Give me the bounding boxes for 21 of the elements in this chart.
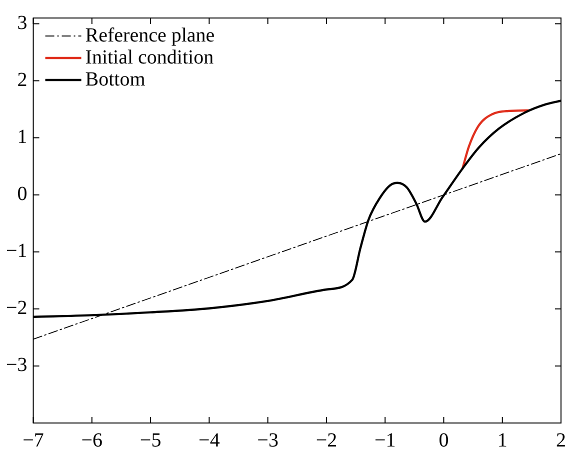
line-series — [461, 109, 530, 170]
x-tick-label: −2 — [316, 429, 338, 452]
y-tick-label: 1 — [17, 126, 28, 148]
y-tick-label: 2 — [17, 68, 28, 91]
legend-label: Reference plane — [85, 24, 215, 46]
x-tick-label: −1 — [374, 429, 396, 452]
x-tick-label: −5 — [140, 429, 162, 452]
y-tick-label: −1 — [6, 240, 28, 262]
x-tick-label: −3 — [257, 429, 278, 452]
legend-label: Initial condition — [85, 46, 214, 68]
x-tick-label: 1 — [497, 429, 508, 452]
x-tick-label: −4 — [198, 429, 220, 452]
x-tick-label: −7 — [22, 429, 44, 452]
y-tick-label: 3 — [17, 12, 28, 34]
y-tick-label: −3 — [6, 354, 28, 376]
y-tick-label: 0 — [17, 183, 28, 206]
x-tick-label: 0 — [438, 429, 449, 452]
y-tick-label: −2 — [6, 297, 28, 320]
legend-label: Bottom — [85, 68, 146, 90]
x-tick-label: −6 — [81, 429, 103, 452]
x-tick-label: 2 — [556, 429, 566, 452]
